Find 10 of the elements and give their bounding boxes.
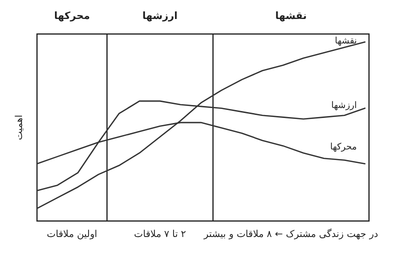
series-label: ارزشها	[331, 101, 357, 112]
text: ارزشها	[142, 11, 178, 22]
text: محرکها	[54, 11, 90, 22]
series-label: نقشها	[334, 36, 357, 47]
text: در جهت زندگی مشترک ← ۸ ملاقات و بیشتر	[202, 228, 378, 240]
series-label: محرکها	[330, 142, 358, 152]
y-axis-title: اهمیت	[14, 114, 25, 140]
text: ۲ تا ۷ ملاقات	[134, 229, 186, 240]
text: نقشها	[275, 11, 307, 22]
text: اولین ملاقات	[46, 229, 98, 240]
